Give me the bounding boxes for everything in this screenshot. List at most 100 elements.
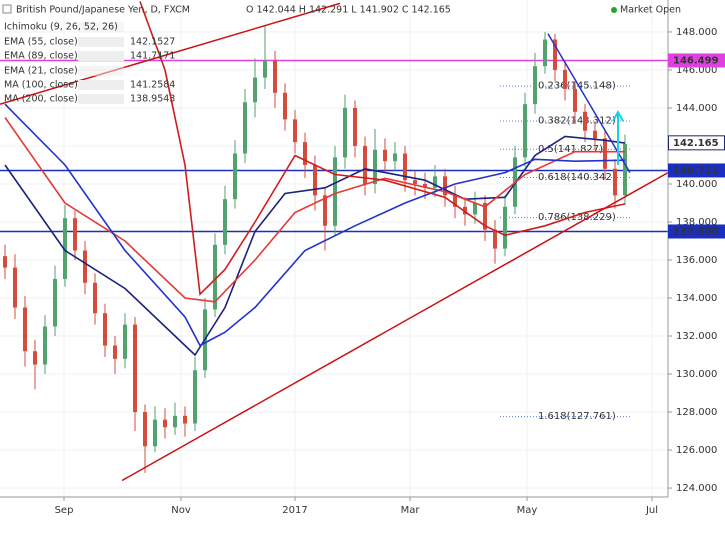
candle-body (413, 180, 417, 184)
indicator-line (4, 135, 626, 357)
y-tick-label: 136.000 (676, 255, 717, 266)
candle-body (593, 130, 597, 139)
y-tick-label: 144.000 (676, 103, 717, 114)
candle-body (543, 39, 547, 67)
x-tick-label: 2017 (282, 505, 307, 516)
candle-body (23, 307, 27, 352)
y-tick-label: 134.000 (676, 293, 717, 304)
candle-body (63, 218, 67, 280)
candle-body (33, 351, 37, 365)
fib-label: 1.618(127.761) (538, 411, 616, 422)
candle-body (253, 77, 257, 103)
legend-value: 138.9543 (130, 94, 175, 105)
quote: O 142.044 H 142.291 L 141.902 C 142.165 (246, 5, 451, 16)
candle-body (613, 168, 617, 196)
candle-body (423, 183, 427, 188)
legend-icons (78, 22, 124, 32)
candle-body (553, 39, 557, 70)
candle-body (373, 149, 377, 184)
legend-icons (78, 80, 124, 90)
legend-value: 141.2584 (130, 80, 175, 91)
candle-body (273, 60, 277, 93)
legend-icons (78, 94, 124, 104)
legend-entry: Ichimoku (9, 26, 52, 26) (4, 22, 118, 33)
candle-body (573, 88, 577, 112)
candle-body (603, 138, 607, 169)
candle-body (173, 415, 177, 428)
projection-arrow (612, 109, 624, 165)
price-tag (668, 163, 725, 178)
candle-body (493, 229, 497, 249)
candle-body (473, 202, 477, 215)
legend-icons (78, 66, 124, 76)
trendline (121, 171, 669, 482)
candle-body (243, 102, 247, 154)
candle-body (453, 195, 457, 207)
candle-body (73, 218, 77, 251)
candle-body (293, 119, 297, 143)
legend-icons (78, 37, 124, 47)
market-status: Market Open (620, 5, 681, 16)
y-tick-label: 124.000 (676, 483, 717, 494)
candle-body (483, 202, 487, 230)
candle-body (443, 176, 447, 196)
candle-body (143, 412, 147, 447)
candle-body (313, 164, 317, 196)
legend-entry: EMA (89, close) (4, 51, 78, 62)
collapse-icon[interactable] (2, 4, 12, 14)
candle-body (533, 66, 537, 105)
legend-entry: EMA (55, close) (4, 37, 78, 48)
fib-label: 0.786(138.229) (538, 212, 616, 223)
fib-label: 0.236(145.148) (538, 81, 616, 92)
candle-body (213, 244, 217, 310)
y-tick-label: 148.000 (676, 27, 717, 38)
legend-value: 142.1527 (130, 37, 175, 48)
legend-entry: MA (200, close) (4, 94, 78, 105)
y-tick-label: 130.000 (676, 369, 717, 380)
status-dot (611, 7, 617, 13)
price-tag-label: 142.165 (673, 138, 719, 149)
candle-body (353, 107, 357, 146)
trendline (547, 33, 631, 173)
x-tick-label: Jul (645, 505, 658, 516)
y-tick-label: 126.000 (676, 445, 717, 456)
candle-body (3, 256, 7, 268)
y-tick-label: 146.000 (676, 65, 717, 76)
candle-body (283, 92, 287, 120)
price-tag (668, 53, 725, 68)
x-tick-label: Sep (55, 505, 74, 516)
indicator-line (4, 117, 625, 303)
candle-body (323, 195, 327, 226)
price-tag (668, 135, 725, 150)
price-tag-label: 140.711 (673, 165, 719, 176)
trendline (0, 2, 341, 105)
candle-body (403, 153, 407, 181)
y-tick-label: 128.000 (676, 407, 717, 418)
candle-body (333, 157, 337, 226)
candle-body (383, 149, 387, 162)
fib-label: 0.618(140.342) (538, 172, 616, 183)
legend-entry: MA (100, close) (4, 80, 78, 91)
y-tick-label: 140.000 (676, 179, 717, 190)
candle-body (43, 326, 47, 365)
legend-entry: EMA (21, close) (4, 66, 78, 77)
candle-body (343, 107, 347, 158)
candle-body (563, 69, 567, 89)
candle-body (153, 419, 157, 447)
x-tick-label: Mar (401, 505, 421, 516)
candle-body (183, 415, 187, 424)
legend-value: 141.7171 (130, 51, 175, 62)
candle-body (83, 250, 87, 283)
candle-body (503, 206, 507, 249)
x-tick-label: Nov (171, 505, 191, 516)
candle-body (393, 153, 397, 162)
candle-body (13, 267, 17, 308)
candle-body (193, 370, 197, 424)
legend-icons (78, 51, 124, 61)
candle-body (433, 176, 437, 188)
candle-body (103, 313, 107, 346)
candle-body (123, 324, 127, 359)
candle-body (113, 345, 117, 359)
